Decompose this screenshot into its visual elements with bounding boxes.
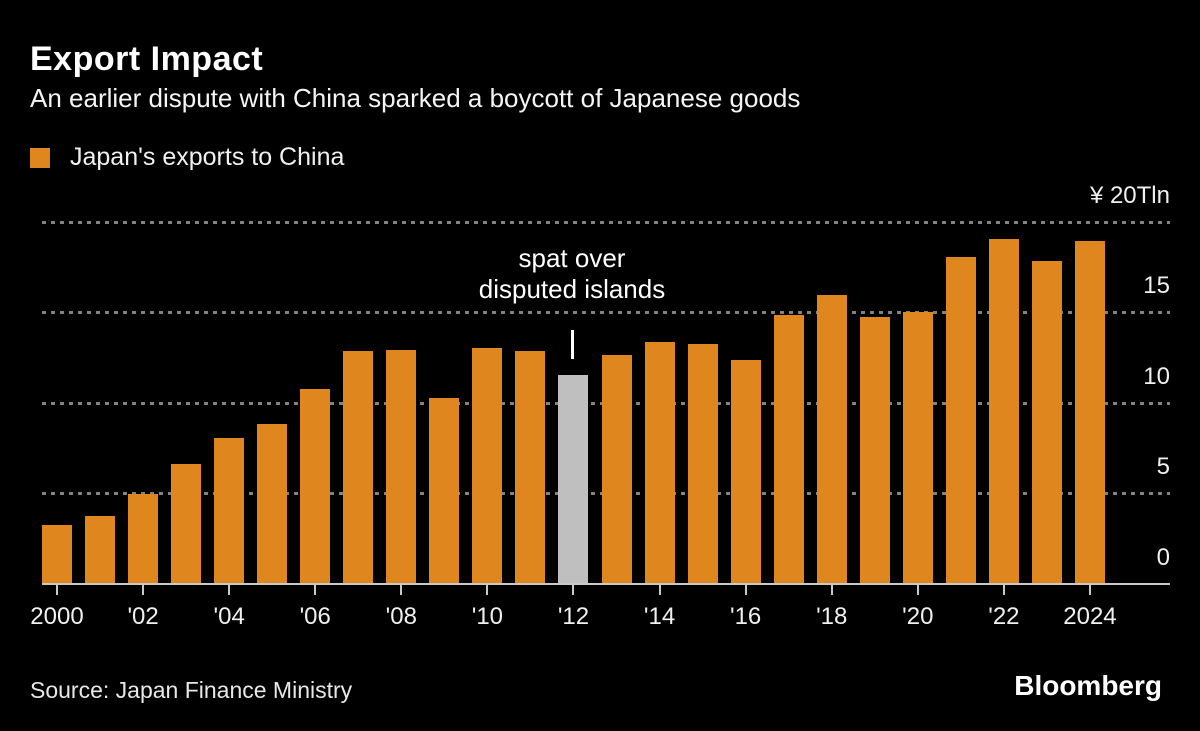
chart-subtitle: An earlier dispute with China sparked a … <box>30 83 801 113</box>
bar-2015 <box>687 344 718 585</box>
bar-2009 <box>429 398 460 585</box>
bar-2007 <box>343 351 374 585</box>
annotation-line-2: disputed islands <box>478 274 666 304</box>
bar-2024 <box>1074 240 1105 585</box>
x-tick-label-2004: '04 <box>213 603 245 630</box>
x-tick-2018 <box>830 585 833 595</box>
x-tick-2008 <box>400 585 403 595</box>
x-tick-2006 <box>314 585 317 595</box>
x-tick-label-2008: '08 <box>385 603 417 630</box>
bar-2012 <box>558 374 589 585</box>
bar-2020 <box>902 311 933 585</box>
y-axis-label-20: ¥ 20Tln <box>1089 181 1170 209</box>
annotation-disputed-islands: spat over disputed islands <box>412 243 732 305</box>
x-tick-2004 <box>228 585 231 595</box>
bar-2010 <box>472 347 503 585</box>
gridline-20 <box>42 220 1170 224</box>
bar-2008 <box>386 349 417 585</box>
bar-2022 <box>988 239 1019 585</box>
bar-2023 <box>1031 260 1062 585</box>
x-tick-2022 <box>1002 585 1005 595</box>
bar-2017 <box>773 315 804 585</box>
legend: Japan's exports to China <box>30 143 344 172</box>
x-tick-label-2014: '14 <box>643 603 676 630</box>
bar-2005 <box>257 423 288 585</box>
bar-2019 <box>859 316 890 585</box>
bar-2001 <box>85 516 116 585</box>
legend-swatch-icon <box>30 147 50 168</box>
x-tick-label-2020: '20 <box>902 603 934 630</box>
y-axis-label-0: 0 <box>1156 544 1170 571</box>
x-tick-2010 <box>486 585 489 595</box>
annotation-line-1: spat over <box>518 243 626 273</box>
x-tick-2014 <box>658 585 661 595</box>
bar-2016 <box>730 360 761 585</box>
bar-2013 <box>601 355 632 585</box>
x-tick-2002 <box>142 585 145 595</box>
annotation-pointer-line <box>571 330 574 359</box>
bar-2003 <box>171 463 202 585</box>
x-tick-2012 <box>572 585 575 595</box>
x-tick-2016 <box>744 585 747 595</box>
x-tick-label-2018: '18 <box>816 603 848 630</box>
bar-2011 <box>515 351 546 585</box>
x-axis-line <box>42 583 1170 585</box>
x-tick-label-2022: '22 <box>988 603 1020 630</box>
bar-2002 <box>128 494 159 585</box>
y-axis-label-15: 15 <box>1143 272 1170 300</box>
x-tick-2000 <box>56 585 58 595</box>
source-label: Source: Japan Finance Ministry <box>30 677 353 703</box>
bar-2021 <box>945 257 976 585</box>
gridline-15 <box>42 311 1170 315</box>
y-axis-label-5: 5 <box>1156 453 1170 481</box>
legend-label: Japan's exports to China <box>70 143 345 171</box>
chart-title: Export Impact <box>30 40 264 78</box>
x-tick-label-2024: 2024 <box>1063 603 1117 630</box>
x-tick-label-2002: '02 <box>127 603 159 630</box>
bar-2006 <box>300 389 331 585</box>
bar-2014 <box>644 342 675 585</box>
x-tick-label-2012: '12 <box>557 603 590 630</box>
x-tick-2024 <box>1088 585 1091 595</box>
x-tick-label-2010: '10 <box>471 603 504 630</box>
x-tick-label-2006: '06 <box>299 603 331 630</box>
y-axis-label-10: 10 <box>1143 362 1170 390</box>
bar-2004 <box>214 438 245 585</box>
bloomberg-logo: Bloomberg <box>1014 670 1162 701</box>
bar-2000 <box>42 525 72 585</box>
x-tick-2020 <box>916 585 919 595</box>
x-tick-label-2016: '16 <box>729 603 762 630</box>
x-tick-label-2000: 2000 <box>30 603 84 630</box>
bar-2018 <box>816 295 847 585</box>
